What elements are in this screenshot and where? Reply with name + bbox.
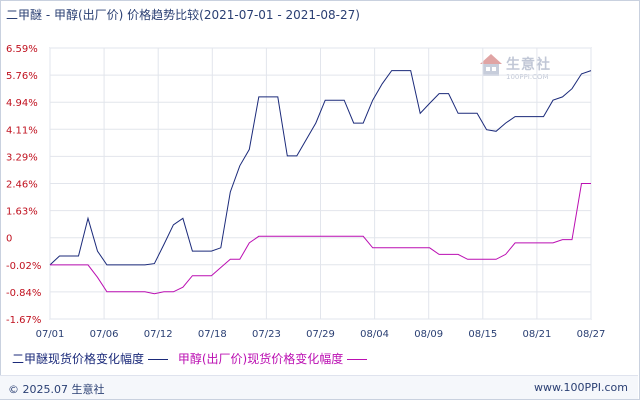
legend-swatch-series-2	[347, 359, 368, 360]
y-tick-label: 6.59%	[6, 44, 38, 55]
y-tick-label: 4.94%	[6, 98, 38, 109]
footer: © 2025.07 生意社 www.100PPI.com	[0, 375, 638, 399]
x-tick-label: 08/15	[468, 329, 497, 340]
x-tick-label: 08/04	[360, 329, 389, 340]
x-tick-label: 07/18	[198, 329, 227, 340]
y-tick-label: 0	[6, 234, 12, 245]
x-tick-label: 08/21	[522, 329, 551, 340]
series-line-2	[50, 183, 591, 295]
x-tick-label: 07/23	[252, 329, 281, 340]
watermark-logo: 生意社 100PPI.COM	[478, 52, 550, 82]
y-tick-label: 4.11%	[6, 125, 38, 136]
x-tick-label: 08/09	[414, 329, 443, 340]
series-line-1	[49, 70, 592, 266]
x-tick-label: 07/29	[306, 329, 335, 340]
x-tick-label: 08/27	[577, 329, 606, 340]
y-tick-label: 2.46%	[6, 180, 38, 191]
x-tick-label: 07/12	[144, 329, 173, 340]
chart-title: 二甲醚 - 甲醇(出厂价) 价格趋势比较(2021-07-01 - 2021-0…	[6, 8, 360, 22]
legend-swatch-series-1	[148, 359, 169, 360]
footer-copyright: © 2025.07 生意社	[8, 383, 105, 396]
x-tick-label: 07/01	[36, 329, 65, 340]
legend-label-series-1: 二甲醚现货价格变化幅度	[12, 352, 145, 366]
y-tick-label: 3.29%	[6, 152, 38, 163]
y-tick-label: -1.67%	[6, 315, 41, 326]
y-tick-label: 5.76%	[6, 71, 38, 82]
y-tick-label: -0.02%	[6, 261, 41, 272]
y-tick-label: 1.63%	[6, 207, 38, 218]
watermark-name: 生意社	[506, 57, 551, 73]
legend-label-series-2: 甲醇(出厂价)现货价格变化幅度	[177, 352, 344, 366]
line-chart: 6.59% 5.76% 4.94% 4.11% 3.29% 2.46% 1.63% 0 -0.0…	[6, 44, 606, 340]
y-tick-label: -0.84%	[6, 288, 41, 299]
house-icon	[480, 54, 502, 76]
x-tick-label: 07/06	[90, 329, 119, 340]
watermark-url: 100PPI.COM	[506, 73, 549, 81]
footer-url[interactable]: www.100PPI.com	[534, 381, 628, 394]
legend: 二甲醚现货价格变化幅度 甲醇(出厂价)现货价格变化幅度	[12, 350, 373, 367]
